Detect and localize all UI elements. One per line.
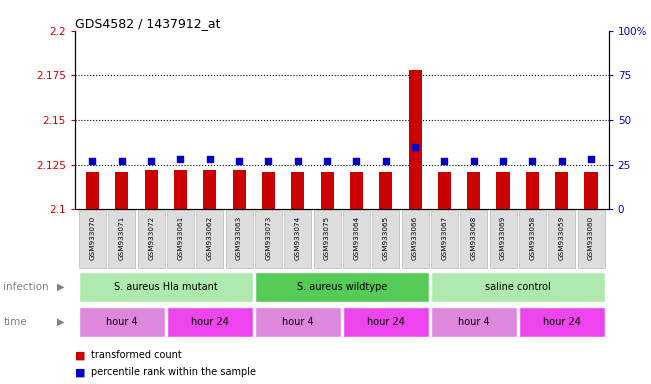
Text: GSM933062: GSM933062 <box>207 216 213 260</box>
Point <box>527 158 538 164</box>
FancyBboxPatch shape <box>255 210 282 268</box>
FancyBboxPatch shape <box>167 306 253 337</box>
Bar <box>232 170 245 209</box>
Bar <box>379 172 393 209</box>
Text: GSM933069: GSM933069 <box>500 216 506 260</box>
Text: time: time <box>3 316 27 327</box>
Bar <box>320 172 334 209</box>
Text: hour 4: hour 4 <box>106 316 137 327</box>
Bar <box>438 172 451 209</box>
Point <box>557 158 567 164</box>
Text: ■: ■ <box>75 350 85 360</box>
Point <box>352 158 362 164</box>
Text: infection: infection <box>3 282 49 292</box>
Text: percentile rank within the sample: percentile rank within the sample <box>91 367 256 377</box>
FancyBboxPatch shape <box>342 306 429 337</box>
Text: saline control: saline control <box>485 282 551 292</box>
Text: GSM933075: GSM933075 <box>324 216 330 260</box>
Text: GSM933070: GSM933070 <box>89 216 96 260</box>
Text: ▶: ▶ <box>57 316 64 327</box>
Text: GSM933073: GSM933073 <box>266 216 271 260</box>
Text: GSM933067: GSM933067 <box>441 216 447 260</box>
Bar <box>585 172 598 209</box>
Text: GSM933072: GSM933072 <box>148 216 154 260</box>
Bar <box>350 172 363 209</box>
Point <box>439 158 450 164</box>
Point <box>117 158 127 164</box>
FancyBboxPatch shape <box>577 210 605 268</box>
Bar <box>467 172 480 209</box>
Bar <box>262 172 275 209</box>
Bar <box>526 172 539 209</box>
Point <box>322 158 332 164</box>
FancyBboxPatch shape <box>108 210 135 268</box>
Point <box>586 156 596 162</box>
Point <box>263 158 273 164</box>
FancyBboxPatch shape <box>343 210 370 268</box>
Point <box>146 158 156 164</box>
Text: ▶: ▶ <box>57 282 64 292</box>
Text: transformed count: transformed count <box>91 350 182 360</box>
Text: ■: ■ <box>75 367 85 377</box>
Point <box>381 158 391 164</box>
Bar <box>115 172 128 209</box>
Text: hour 4: hour 4 <box>282 316 314 327</box>
Text: GSM933074: GSM933074 <box>295 216 301 260</box>
FancyBboxPatch shape <box>314 210 340 268</box>
Point <box>87 158 98 164</box>
FancyBboxPatch shape <box>519 306 605 337</box>
FancyBboxPatch shape <box>226 210 253 268</box>
Point <box>175 156 186 162</box>
Text: hour 4: hour 4 <box>458 316 490 327</box>
Text: GDS4582 / 1437912_at: GDS4582 / 1437912_at <box>75 17 221 30</box>
FancyBboxPatch shape <box>402 210 428 268</box>
FancyBboxPatch shape <box>431 210 458 268</box>
Bar <box>203 170 216 209</box>
Point <box>498 158 508 164</box>
Text: hour 24: hour 24 <box>543 316 581 327</box>
FancyBboxPatch shape <box>79 272 253 302</box>
Text: GSM933071: GSM933071 <box>118 216 125 260</box>
Bar <box>291 172 305 209</box>
FancyBboxPatch shape <box>460 210 487 268</box>
FancyBboxPatch shape <box>284 210 311 268</box>
Text: GSM933058: GSM933058 <box>529 216 535 260</box>
FancyBboxPatch shape <box>490 210 517 268</box>
Bar <box>497 172 510 209</box>
Text: GSM933059: GSM933059 <box>559 216 565 260</box>
Bar <box>86 172 99 209</box>
Text: hour 24: hour 24 <box>191 316 229 327</box>
Point <box>234 158 244 164</box>
Text: GSM933064: GSM933064 <box>353 216 359 260</box>
Point <box>410 144 421 150</box>
FancyBboxPatch shape <box>137 210 165 268</box>
FancyBboxPatch shape <box>431 272 605 302</box>
Point <box>204 156 215 162</box>
Text: hour 24: hour 24 <box>367 316 405 327</box>
FancyBboxPatch shape <box>255 306 341 337</box>
Point <box>469 158 479 164</box>
FancyBboxPatch shape <box>548 210 575 268</box>
FancyBboxPatch shape <box>372 210 399 268</box>
Text: S. aureus Hla mutant: S. aureus Hla mutant <box>114 282 217 292</box>
FancyBboxPatch shape <box>255 272 429 302</box>
Bar <box>145 170 158 209</box>
FancyBboxPatch shape <box>167 210 194 268</box>
FancyBboxPatch shape <box>197 210 223 268</box>
FancyBboxPatch shape <box>431 306 517 337</box>
Text: GSM933066: GSM933066 <box>412 216 418 260</box>
Bar <box>174 170 187 209</box>
FancyBboxPatch shape <box>79 306 165 337</box>
Text: S. aureus wildtype: S. aureus wildtype <box>297 282 387 292</box>
FancyBboxPatch shape <box>519 210 546 268</box>
Text: GSM933068: GSM933068 <box>471 216 477 260</box>
Bar <box>409 70 422 209</box>
Bar <box>555 172 568 209</box>
Point <box>292 158 303 164</box>
Text: GSM933063: GSM933063 <box>236 216 242 260</box>
Text: GSM933060: GSM933060 <box>588 216 594 260</box>
FancyBboxPatch shape <box>79 210 106 268</box>
Text: GSM933065: GSM933065 <box>383 216 389 260</box>
Text: GSM933061: GSM933061 <box>178 216 184 260</box>
